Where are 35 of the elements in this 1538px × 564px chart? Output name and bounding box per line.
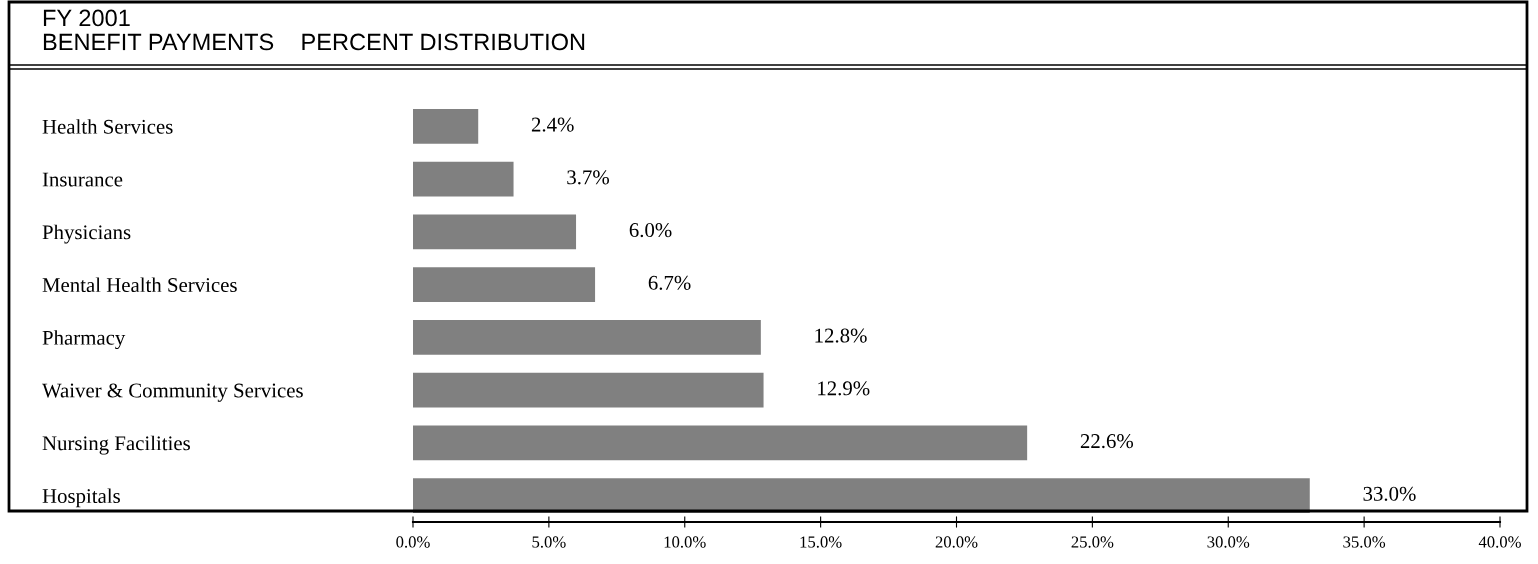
y-tick-label: Health Services	[42, 119, 173, 134]
x-tick-label: 0.0%	[396, 536, 430, 548]
bar	[413, 319, 761, 355]
y-tick-label: Pharmacy	[42, 330, 126, 350]
data-label: 22.6%	[1080, 434, 1134, 449]
text: FY 2001	[43, 9, 130, 27]
y-tick-label: Nursing Facilities	[42, 435, 190, 455]
x-tick-label: 30.0%	[1207, 536, 1250, 548]
data-label: 2.4%	[531, 117, 574, 132]
x-tick-label: 35.0%	[1343, 536, 1386, 548]
data-label: 6.7%	[648, 275, 691, 290]
y-tick-label: Mental Health Services	[42, 277, 237, 293]
x-tick-label: 5.0%	[532, 536, 566, 548]
y-tick-label: Waiver & Community Services	[42, 383, 303, 402]
bar	[413, 214, 577, 250]
y-tick-label: Physicians	[42, 224, 131, 244]
data-label: 33.0%	[1363, 486, 1416, 501]
data-label: 6.0%	[629, 223, 672, 238]
data-label: 12.8%	[815, 328, 867, 343]
bar	[413, 372, 764, 408]
bar	[413, 267, 596, 303]
data-label: 12.9%	[818, 381, 870, 396]
y-tick-label: Insurance	[42, 172, 123, 187]
x-tick-label: 25.0%	[1071, 536, 1114, 548]
x-tick-label: 40.0%	[1478, 536, 1521, 548]
x-tick-label: 15.0%	[800, 536, 842, 548]
x-tick-label: 20.0%	[935, 536, 978, 548]
bar	[413, 425, 1028, 461]
x-tick-label: 10.0%	[664, 536, 706, 548]
bar	[413, 161, 514, 197]
y-tick-label: Hospitals	[42, 488, 120, 508]
bar	[413, 108, 479, 144]
chart-subtitle: BENEFIT PAYMENTS PERCENT DISTRIBUTION	[43, 33, 585, 51]
data-label: 3.7%	[567, 170, 610, 185]
bar	[413, 478, 1310, 514]
